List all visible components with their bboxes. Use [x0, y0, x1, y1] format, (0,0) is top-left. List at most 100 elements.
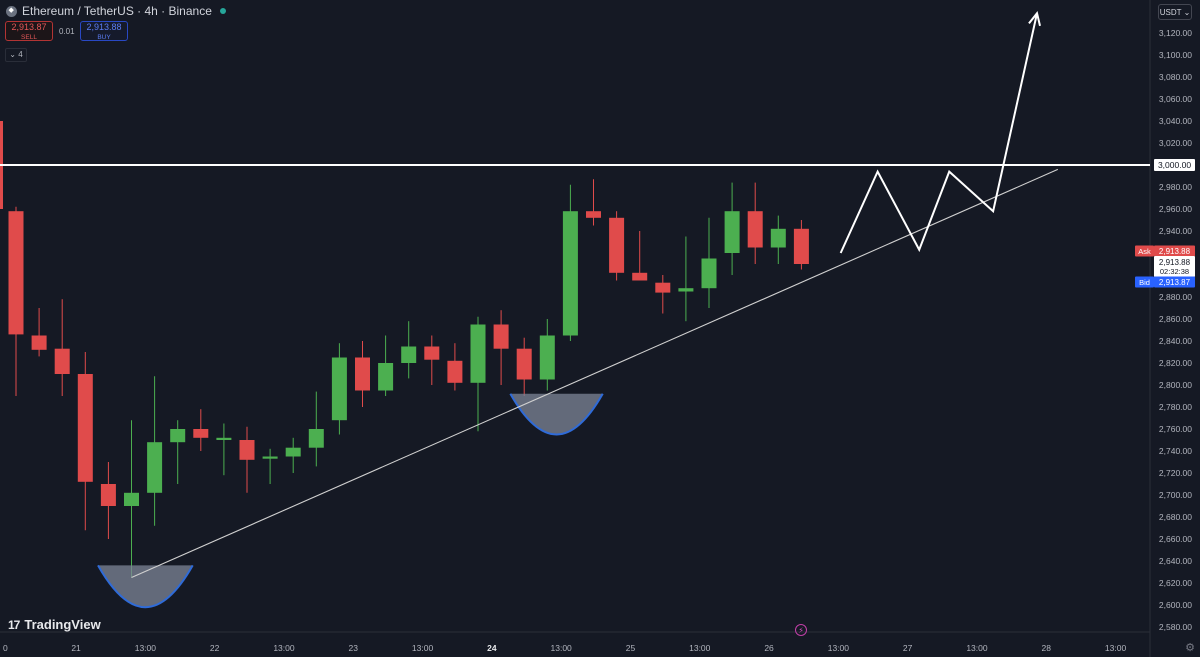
candle-body [308, 429, 324, 448]
candle [447, 343, 463, 391]
ask-tag-price: 2,913.88 [1159, 247, 1191, 256]
time-tick-label: 13:00 [551, 643, 573, 653]
candle [701, 217, 717, 308]
candle [793, 220, 809, 270]
currency-selector[interactable]: USDT ⌄ [1158, 4, 1192, 20]
candle-body [493, 324, 509, 349]
candle-body [539, 335, 555, 380]
candle [239, 426, 255, 493]
ask-tag: Ask 2,913.88 [1135, 245, 1195, 257]
candle [331, 343, 347, 435]
price-tick-label: 2,580.00 [1159, 622, 1192, 632]
candle-body [239, 440, 255, 460]
buy-button[interactable]: 2,913.88 BUY [80, 21, 128, 41]
time-tick-label: 13:00 [689, 643, 711, 653]
candle [31, 308, 47, 357]
price-tick-label: 2,980.00 [1159, 182, 1192, 192]
candle [516, 337, 532, 396]
candle-body [31, 335, 47, 350]
candle-body [147, 442, 163, 493]
bid-tag-label-bg [1135, 276, 1154, 288]
candle [193, 409, 209, 451]
candle [678, 236, 694, 322]
price-tick-label: 2,700.00 [1159, 490, 1192, 500]
price-tick-label: 3,060.00 [1159, 94, 1192, 104]
candle-body [586, 211, 601, 218]
time-tick-label: 13:00 [412, 643, 434, 653]
candle-body [516, 348, 532, 380]
candle [8, 206, 24, 396]
chevron-down-icon: ⌄ [1183, 8, 1191, 17]
candle-body [77, 374, 93, 482]
symbol-header[interactable]: Ethereum / TetherUS · 4h · Binance [6, 4, 226, 18]
price-tick-label: 3,020.00 [1159, 138, 1192, 148]
price-tick-label: 3,040.00 [1159, 116, 1192, 126]
candle-body [378, 363, 394, 391]
price-tick-label: 2,940.00 [1159, 226, 1192, 236]
candle-body [701, 258, 717, 289]
price-tick-label: 2,620.00 [1159, 578, 1192, 588]
indicators-toggle[interactable]: ⌄ 4 [5, 48, 27, 62]
price-tick-label: 2,720.00 [1159, 468, 1192, 478]
chevron-down-icon: ⌄ [9, 50, 16, 59]
price-tick-label: 2,820.00 [1159, 358, 1192, 368]
candle-body [632, 272, 648, 281]
candle [632, 231, 648, 281]
candle-body [54, 348, 70, 374]
currency-label: USDT [1159, 8, 1182, 17]
bid-tag-price-bg [1154, 276, 1195, 288]
lightning-icon[interactable]: ⚡ [795, 624, 807, 636]
candle [562, 184, 578, 341]
projection-arrowhead [1028, 10, 1041, 27]
candle [355, 341, 370, 407]
price-tick-label: 2,740.00 [1159, 446, 1192, 456]
candle [100, 462, 116, 539]
tradingview-mark-icon: 17 [8, 617, 20, 632]
price-tick-label: 2,760.00 [1159, 424, 1192, 434]
candle-body [193, 429, 209, 438]
price-axis: 2,580.00 2,600.00 2,620.00 2,640.00 2,660.00… [1149, 0, 1192, 657]
time-tick-label: 25 [626, 643, 636, 653]
candle-body [424, 346, 440, 360]
candle [378, 335, 394, 396]
market-open-icon [219, 8, 226, 14]
price-tick-label: 2,660.00 [1159, 534, 1192, 544]
time-tick-label: 26 [764, 643, 774, 653]
price-tick-label: 2,960.00 [1159, 204, 1192, 214]
tradingview-logo[interactable]: 17 TradingView [8, 617, 101, 632]
buy-price: 2,913.88 [86, 22, 122, 32]
ascending-trendline [131, 168, 1059, 579]
candle-body [170, 429, 186, 443]
tradingview-wordmark: TradingView [24, 617, 101, 632]
indicators-count: 4 [18, 50, 23, 59]
cup-pattern-edge [509, 393, 604, 436]
candle [170, 420, 186, 484]
candle-body [100, 484, 116, 506]
time-tick-label: 21 [71, 643, 81, 653]
candle-body [747, 211, 763, 248]
price-tick-label: 2,840.00 [1159, 336, 1192, 346]
candle-body [216, 437, 232, 440]
candle [586, 179, 601, 226]
candle-body [470, 324, 486, 383]
candle-body [285, 447, 301, 457]
sell-button[interactable]: 2,913.87 SELL [5, 21, 53, 41]
candle-body [793, 228, 809, 264]
candle [285, 437, 301, 473]
candle-body [770, 228, 786, 248]
price-tick-label: 3,080.00 [1159, 72, 1192, 82]
candle-body [262, 456, 278, 459]
candle-body [724, 211, 740, 253]
candle [770, 215, 786, 264]
candle [424, 335, 440, 385]
time-axis: 0 21 13:00 22 13:00 23 13:00 24 13:00 25 13:00 26 13… [0, 631, 1150, 653]
candle [493, 310, 509, 385]
time-tick-label: 13:00 [273, 643, 295, 653]
bid-tag: Bid 2,913.87 [1135, 276, 1195, 288]
time-tick-label: 28 [1042, 643, 1052, 653]
time-tick-label: 22 [210, 643, 220, 653]
gear-icon[interactable]: ⚙ [1185, 642, 1195, 654]
price-tick-label: 2,680.00 [1159, 512, 1192, 522]
